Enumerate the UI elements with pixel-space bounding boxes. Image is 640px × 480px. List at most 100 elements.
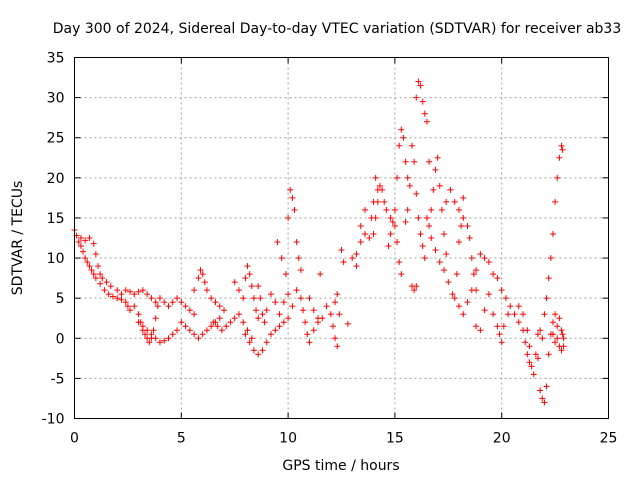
data-point xyxy=(244,263,251,270)
data-point xyxy=(419,243,426,250)
data-point xyxy=(285,315,292,322)
data-point xyxy=(319,315,326,322)
data-point xyxy=(353,251,360,258)
data-point xyxy=(122,299,129,306)
data-point xyxy=(103,279,110,286)
data-point xyxy=(334,291,341,298)
data-point xyxy=(201,279,208,286)
data-point xyxy=(191,287,198,294)
y-tick-label: 15 xyxy=(47,211,65,227)
data-point xyxy=(441,230,448,237)
data-point xyxy=(139,287,146,294)
data-point xyxy=(135,311,142,318)
data-point xyxy=(402,218,409,225)
data-point xyxy=(306,295,313,302)
data-point xyxy=(259,347,266,354)
y-tick-label: 10 xyxy=(47,251,65,267)
data-point xyxy=(357,222,364,229)
data-point xyxy=(340,259,347,266)
data-point xyxy=(477,251,484,258)
data-point xyxy=(227,319,234,326)
data-point xyxy=(498,287,505,294)
data-point xyxy=(485,291,492,298)
data-point xyxy=(255,351,262,358)
data-point xyxy=(455,239,462,246)
data-point xyxy=(240,319,247,326)
data-point xyxy=(246,271,253,278)
data-point xyxy=(560,335,567,342)
x-tick-label: 10 xyxy=(279,431,297,447)
data-point xyxy=(376,182,383,189)
data-point xyxy=(131,291,138,298)
data-point xyxy=(524,327,531,334)
data-point xyxy=(77,243,84,250)
data-point xyxy=(131,303,138,310)
data-point xyxy=(545,351,552,358)
data-point xyxy=(455,303,462,310)
data-point xyxy=(451,198,458,205)
data-point xyxy=(77,235,84,241)
x-tick-label: 25 xyxy=(600,431,618,447)
data-point xyxy=(169,299,176,306)
data-point xyxy=(223,323,230,330)
data-point xyxy=(357,239,364,246)
data-point xyxy=(468,255,475,262)
data-point xyxy=(268,331,275,338)
data-point xyxy=(552,339,559,346)
data-point xyxy=(272,299,279,306)
data-point xyxy=(276,311,283,318)
y-tick-label: 35 xyxy=(47,51,65,67)
data-point xyxy=(411,158,418,165)
data-point xyxy=(287,186,294,193)
data-point xyxy=(458,222,465,229)
data-point xyxy=(558,327,565,334)
data-point xyxy=(381,198,388,205)
data-point xyxy=(391,206,398,213)
data-point xyxy=(477,327,484,334)
data-point xyxy=(261,319,268,326)
data-point xyxy=(445,279,452,286)
data-point xyxy=(152,315,159,322)
data-point xyxy=(336,311,343,318)
data-point xyxy=(502,295,509,302)
data-point xyxy=(203,287,210,294)
data-point xyxy=(285,214,292,221)
data-point xyxy=(396,142,403,149)
data-point xyxy=(94,263,101,270)
y-tick-label: 25 xyxy=(47,131,65,147)
data-point xyxy=(178,319,185,326)
data-point xyxy=(278,255,285,262)
data-point xyxy=(481,307,488,314)
data-point xyxy=(199,331,206,338)
data-point xyxy=(447,186,454,193)
y-tick-label: 5 xyxy=(56,291,65,307)
data-point xyxy=(434,154,441,161)
data-point xyxy=(428,235,435,241)
data-point xyxy=(464,299,471,306)
data-point xyxy=(90,271,97,278)
data-point xyxy=(451,295,458,302)
data-point xyxy=(432,247,439,254)
data-point xyxy=(406,182,413,189)
data-point xyxy=(174,327,181,334)
data-point xyxy=(195,275,202,282)
data-point xyxy=(370,230,377,237)
data-point xyxy=(559,331,566,338)
data-point xyxy=(455,206,462,213)
data-point xyxy=(122,287,129,294)
data-point xyxy=(490,311,497,318)
data-point xyxy=(441,267,448,274)
data-point xyxy=(92,251,99,258)
data-point xyxy=(139,323,146,330)
data-point xyxy=(285,291,292,298)
data-point xyxy=(547,255,554,262)
data-point xyxy=(426,158,433,165)
data-point xyxy=(413,283,420,290)
data-point xyxy=(263,307,270,314)
data-point xyxy=(191,311,198,318)
y-tick-label: 20 xyxy=(47,171,65,187)
data-point xyxy=(82,255,89,262)
data-point xyxy=(169,331,176,338)
data-point xyxy=(524,351,531,358)
